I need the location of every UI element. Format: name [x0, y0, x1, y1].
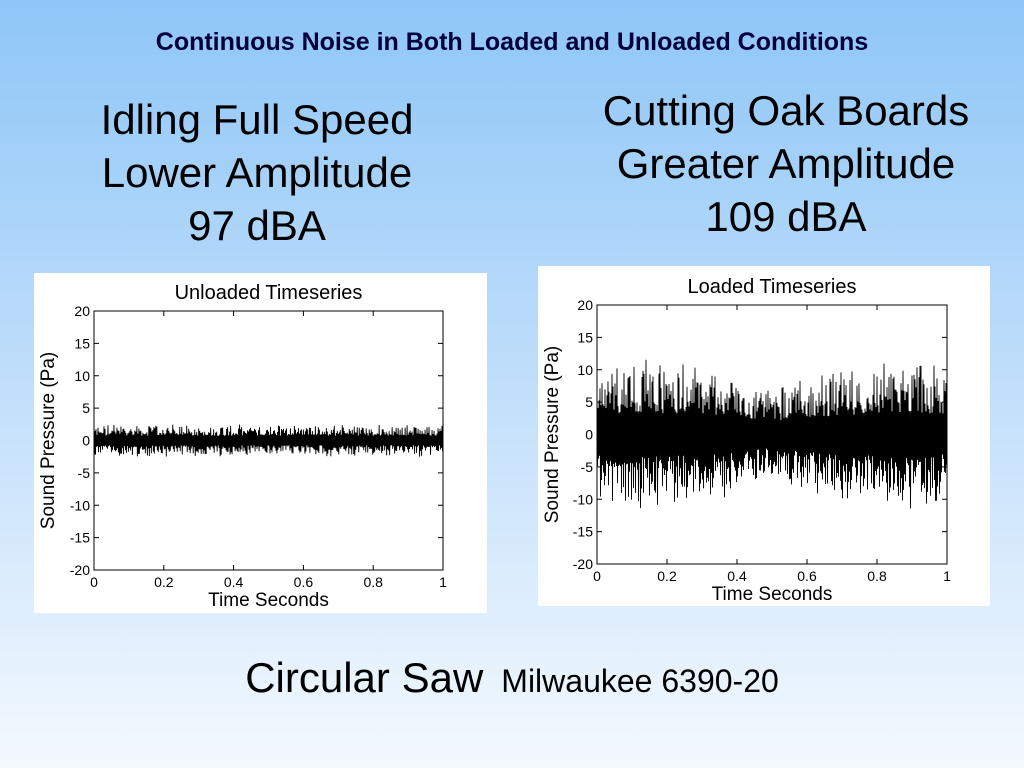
x-tick-label: 1: [439, 574, 447, 590]
x-tick-label: 0.4: [727, 568, 747, 584]
right-caption-line-2: Greater Amplitude: [616, 140, 956, 187]
left-caption-line-3: 97 dBA: [188, 202, 326, 249]
y-tick-label: 15: [577, 329, 593, 345]
left-caption-line-1: Idling Full Speed: [100, 96, 414, 143]
y-tick-label: 20: [74, 303, 90, 319]
y-tick-label: 10: [577, 362, 593, 378]
y-tick-label: 5: [585, 394, 593, 410]
y-axis-label: Sound Pressure (Pa): [38, 352, 59, 529]
x-tick-label: 0.8: [867, 568, 887, 584]
x-tick-label: 0: [593, 568, 601, 584]
y-tick-label: -15: [573, 524, 593, 540]
y-tick-label: -5: [78, 465, 91, 481]
left-caption: Idling Full Speed Lower Amplitude 97 dBA: [57, 93, 457, 252]
y-tick-label: 0: [82, 433, 90, 449]
slide-title: Continuous Noise in Both Loaded and Unlo…: [155, 28, 869, 56]
footer-product-model: Milwaukee 6390-20: [501, 663, 779, 699]
x-tick-label: 0.6: [797, 568, 817, 584]
y-tick-label: -20: [70, 562, 90, 578]
y-axis-label: Sound Pressure (Pa): [542, 346, 563, 523]
y-tick-label: 15: [74, 335, 90, 351]
chart-title: Unloaded Timeseries: [175, 282, 363, 304]
waveform-series-line: [93, 424, 444, 457]
x-tick-label: 0.2: [154, 574, 174, 590]
footer-product-type: Circular Saw: [245, 654, 484, 701]
x-tick-label: 0.8: [363, 574, 383, 590]
left-caption-line-2: Lower Amplitude: [101, 149, 413, 196]
x-tick-label: 0.6: [294, 574, 314, 590]
x-axis-label: Time Seconds: [712, 584, 833, 605]
x-tick-label: 1: [943, 568, 951, 584]
x-tick-label: 0.2: [657, 568, 677, 584]
y-tick-label: -10: [573, 491, 593, 507]
y-tick-label: 20: [577, 297, 593, 313]
y-tick-label: -5: [581, 459, 594, 475]
y-tick-label: 10: [74, 368, 90, 384]
right-caption-line-3: 109 dBA: [705, 193, 867, 240]
right-caption-line-1: Cutting Oak Boards: [602, 87, 970, 134]
chart-title: Loaded Timeseries: [688, 276, 857, 298]
unloaded-chart-panel: Unloaded Timeseries 20 15 10 5 0 -5 -10 -15 -20 0 0…: [34, 273, 487, 613]
y-tick-label: -20: [573, 556, 593, 572]
x-tick-label: 0: [90, 574, 98, 590]
right-caption: Cutting Oak Boards Greater Amplitude 109…: [556, 84, 1016, 243]
x-axis-label: Time Seconds: [208, 590, 329, 611]
footer: Circular Saw Milwaukee 6390-20: [0, 654, 1024, 702]
y-tick-label: 5: [82, 400, 90, 416]
y-tick-label: -15: [70, 530, 90, 546]
y-tick-label: -10: [70, 497, 90, 513]
x-tick-label: 0.4: [224, 574, 244, 590]
loaded-chart-panel: Loaded Timeseries 20 15 10 5 0 -5 -10 -15 -20 0 0.2…: [538, 266, 990, 606]
y-tick-label: 0: [585, 427, 593, 443]
waveform-series-line: [596, 359, 948, 509]
